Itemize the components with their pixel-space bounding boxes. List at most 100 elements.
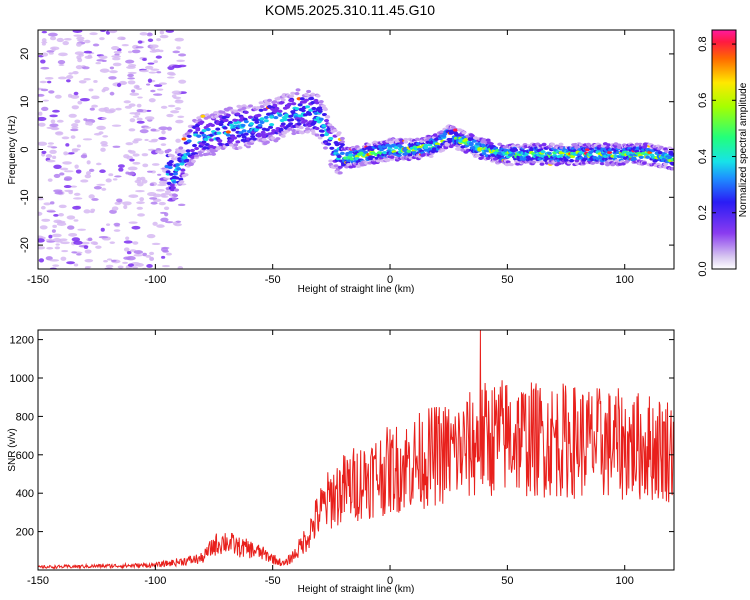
snr-series-line	[38, 330, 674, 570]
spectral-blob	[113, 229, 121, 232]
spectral-blob	[84, 258, 94, 263]
spectral-blob	[101, 187, 107, 191]
spectral-blob	[570, 154, 576, 159]
x-tick-label: -50	[265, 575, 281, 587]
spectral-blob	[594, 160, 600, 165]
spectral-blob	[127, 77, 136, 80]
spectral-blob	[291, 131, 297, 136]
spectral-blob	[135, 189, 145, 193]
spectral-blob	[116, 82, 122, 88]
spectral-blob	[262, 107, 268, 111]
spectral-blob	[225, 113, 231, 117]
spectral-blob	[84, 39, 91, 44]
spectral-blob	[127, 171, 135, 176]
spectral-blob	[76, 55, 82, 60]
spectral-blob	[477, 148, 483, 152]
spectral-blob	[263, 115, 269, 120]
spectral-blob	[328, 136, 334, 141]
spectral-blob	[92, 241, 99, 246]
spectral-blob	[132, 153, 140, 157]
spectral-blob	[89, 107, 95, 111]
spectral-blob	[63, 176, 73, 181]
spectral-blob	[294, 107, 300, 111]
spectral-blob	[178, 146, 184, 150]
spectral-blob	[288, 122, 294, 126]
spectral-blob	[127, 73, 134, 78]
spectral-blob	[106, 258, 113, 261]
spectral-blob	[151, 138, 159, 142]
spectral-blob	[128, 221, 138, 224]
spectral-blob	[305, 127, 311, 131]
spectral-blob	[155, 55, 162, 59]
spectral-blob	[236, 134, 242, 138]
spectral-blob	[339, 151, 345, 155]
spectral-blob	[153, 60, 158, 64]
spectral-blob	[243, 132, 249, 136]
spectral-blob	[71, 126, 79, 130]
spectral-blob	[122, 261, 129, 264]
spectral-blob	[606, 143, 612, 147]
spectral-blob	[177, 203, 186, 207]
spectral-blob	[137, 96, 143, 99]
spectral-blob	[111, 57, 121, 61]
spectral-blob	[299, 97, 305, 101]
spectral-blob	[145, 65, 154, 70]
spectral-blob	[584, 148, 590, 152]
spectral-blob	[111, 206, 119, 211]
spectrogram-marks	[38, 30, 674, 269]
spectral-blob	[50, 119, 56, 124]
spectral-blob	[58, 204, 67, 209]
spectral-blob	[641, 161, 647, 165]
spectral-blob	[249, 122, 255, 126]
spectral-blob	[86, 160, 91, 165]
spectral-blob	[96, 59, 105, 62]
spectral-blob	[282, 117, 288, 122]
spectral-blob	[319, 129, 325, 133]
spectral-blob	[152, 221, 158, 226]
spectral-blob	[127, 149, 132, 153]
x-tick-label: 50	[501, 575, 513, 587]
spectral-blob	[160, 143, 167, 147]
spectral-blob	[265, 102, 271, 106]
spectral-blob	[133, 138, 143, 142]
spectral-blob	[289, 94, 295, 98]
spectral-blob	[127, 71, 137, 75]
spectral-blob	[187, 129, 193, 133]
spectral-blob	[57, 60, 66, 65]
spectral-blob	[44, 76, 54, 80]
spectral-blob	[71, 105, 79, 110]
spectral-blob	[49, 149, 57, 154]
spectral-blob	[485, 156, 491, 160]
spectral-blob	[54, 191, 64, 195]
spectral-blob	[172, 221, 178, 226]
spectral-blob	[127, 263, 135, 267]
spectral-blob	[337, 171, 343, 175]
spectral-blob	[41, 38, 47, 43]
spectral-blob	[139, 32, 148, 36]
chart-title: KOM5.2025.310.11.45.G10	[264, 2, 436, 18]
spectral-blob	[113, 50, 122, 54]
y-tick-label: -10	[19, 189, 31, 205]
spectral-blob	[139, 69, 149, 73]
colorbar-tick-label: 0.0	[697, 261, 709, 276]
spectral-blob	[558, 142, 564, 146]
spectral-blob	[103, 260, 108, 263]
spectral-blob	[168, 172, 174, 176]
spectral-blob	[66, 261, 75, 265]
spectral-blob	[129, 112, 138, 115]
spectral-blob	[669, 152, 674, 156]
spectral-blob	[294, 92, 300, 96]
spectral-blob	[101, 117, 107, 120]
spectral-blob	[77, 228, 87, 231]
spectral-blob	[91, 104, 98, 108]
spectral-blob	[40, 66, 50, 70]
spectral-blob	[272, 103, 278, 107]
spectral-blob	[66, 215, 76, 220]
spectral-blob	[235, 112, 241, 116]
spectral-blob	[190, 159, 196, 163]
spectral-blob	[161, 264, 170, 268]
spectral-blob	[41, 150, 47, 154]
y-tick-label: 20	[19, 48, 31, 60]
spectral-blob	[106, 223, 111, 227]
spectral-blob	[88, 194, 95, 199]
